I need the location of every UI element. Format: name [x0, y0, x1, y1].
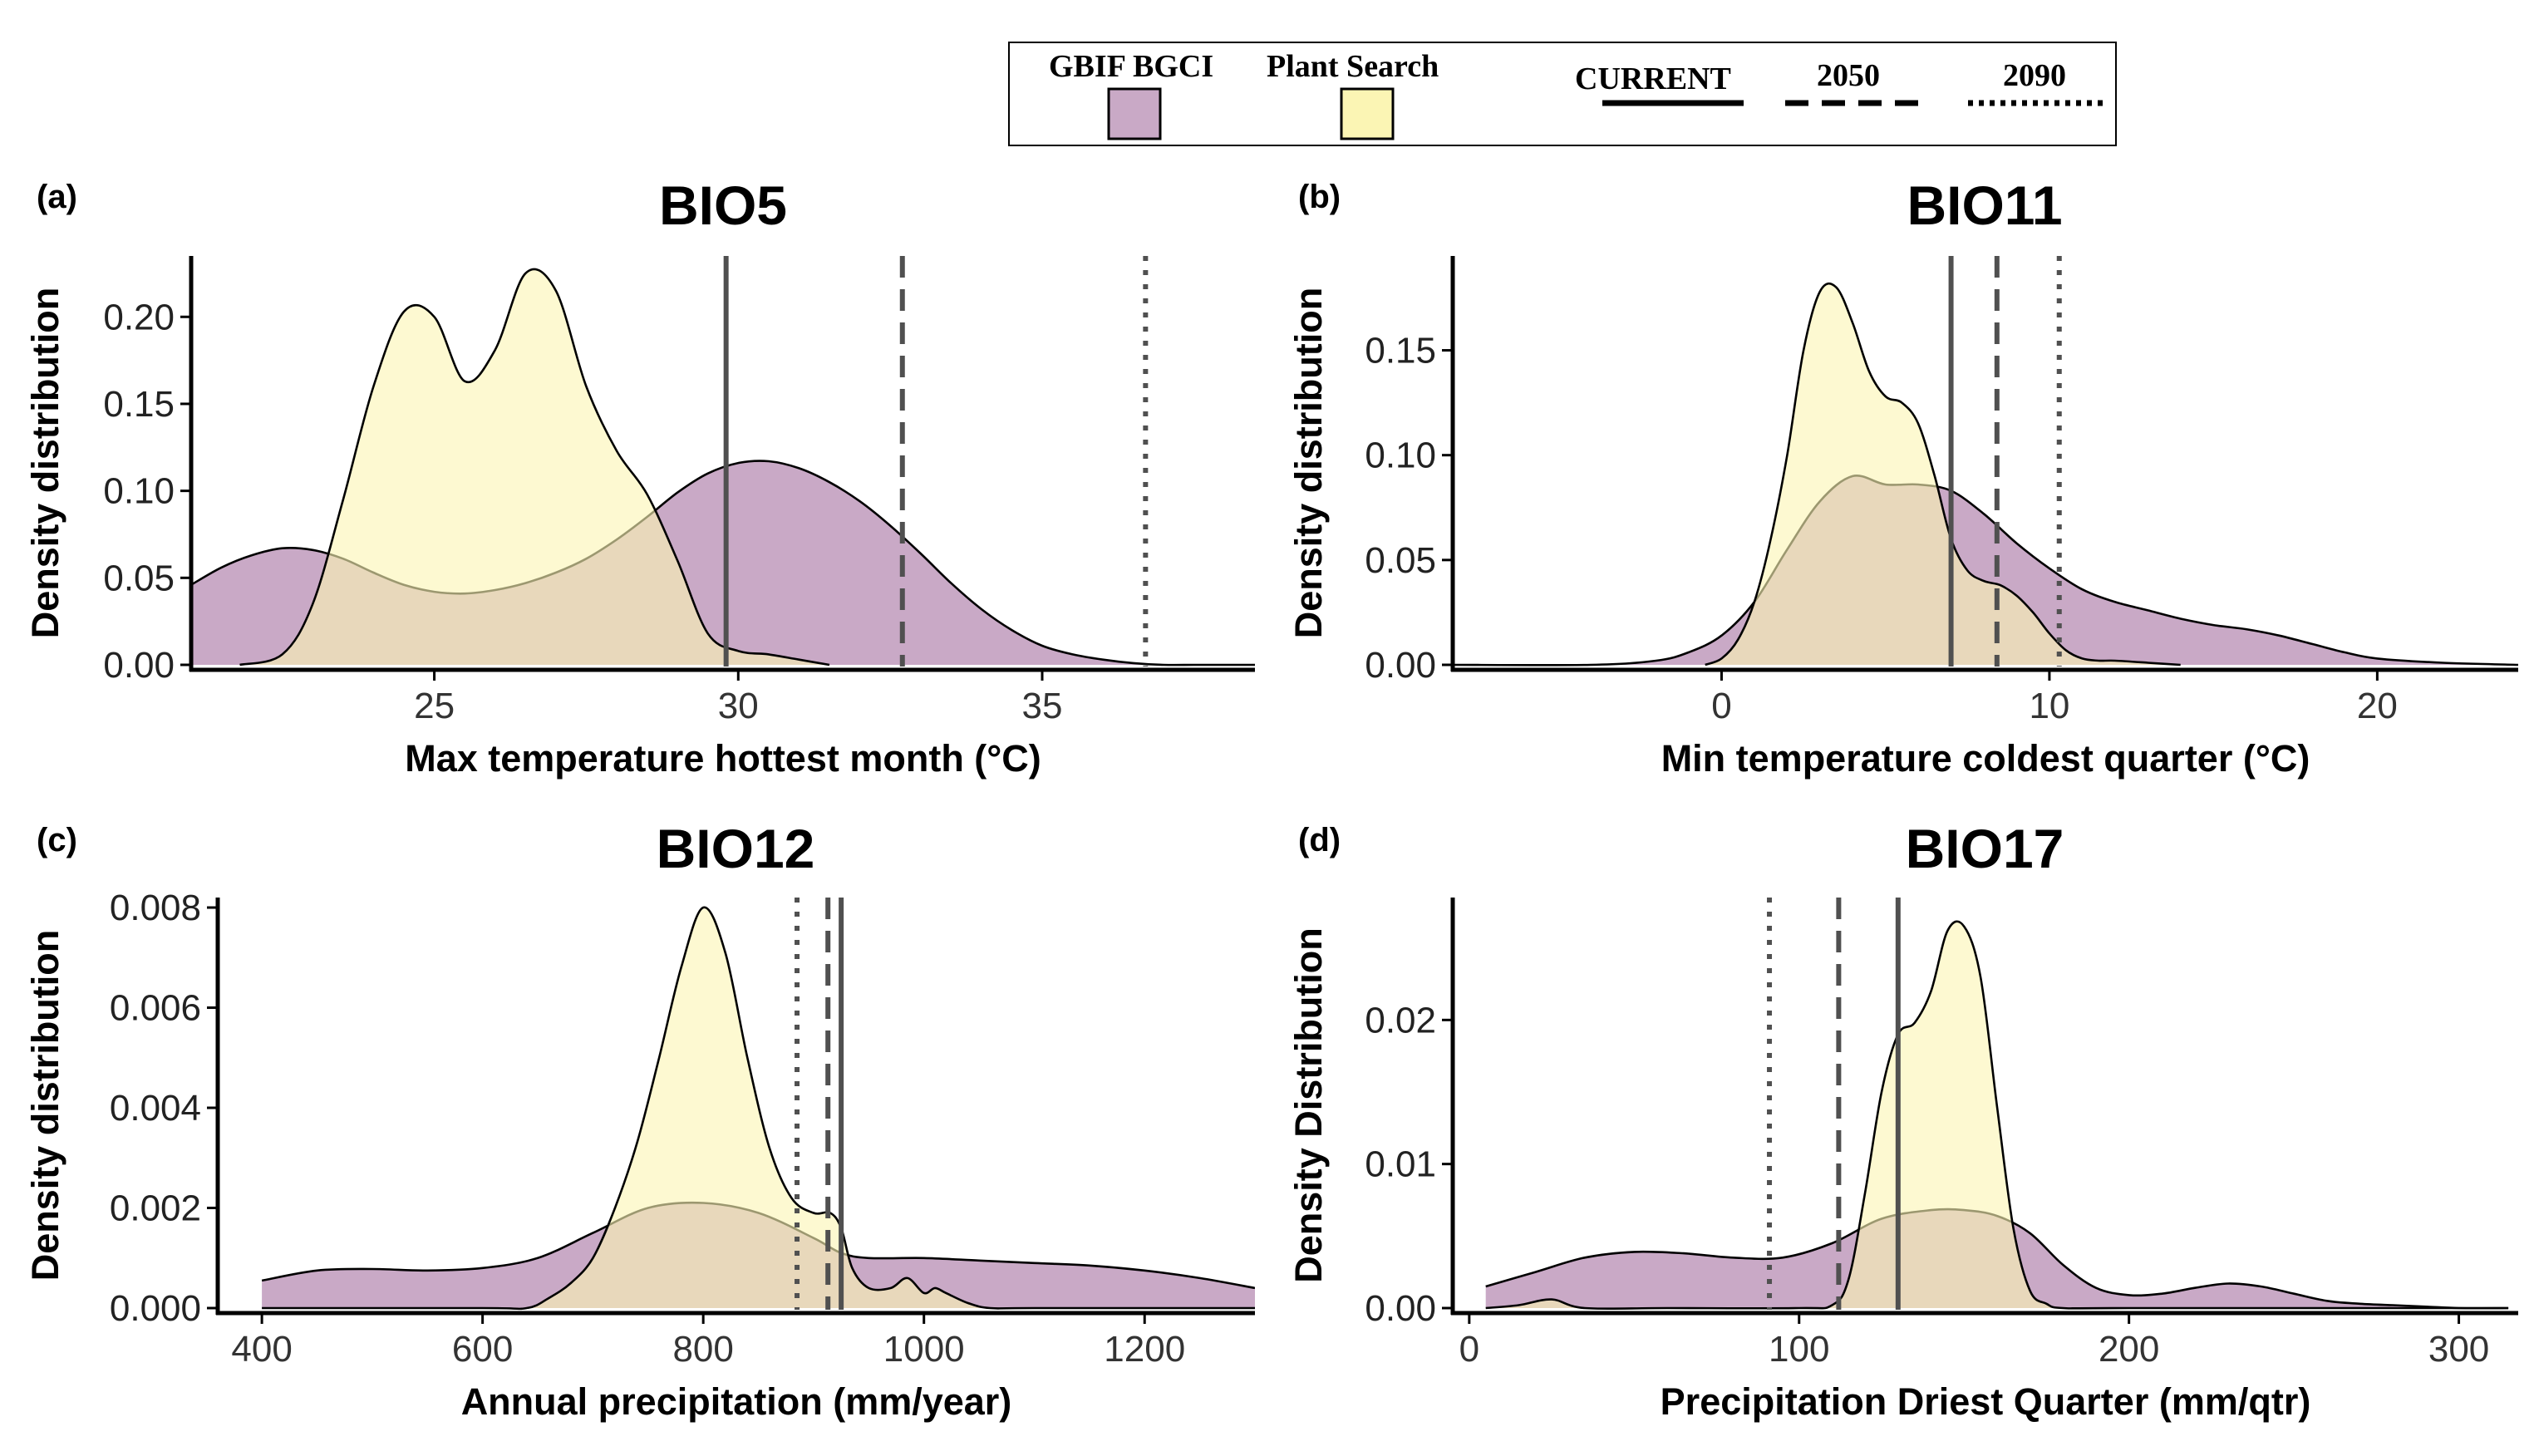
x-tick-label: 600 — [452, 1329, 513, 1370]
x-tick-label: 30 — [718, 686, 759, 726]
y-tick-label: 0.05 — [1365, 540, 1436, 581]
legend-plant-swatch — [1340, 87, 1395, 140]
y-tick-label: 0.10 — [1365, 435, 1436, 476]
x-tick-label: 100 — [1769, 1329, 1829, 1370]
panel-bio17: 0 100 200 300 0.00 0.01 0.02 (d) BIO17 Precipitat… — [1287, 818, 2518, 1423]
plant-density-outline — [262, 906, 1255, 1311]
panel-bio12: 400 600 800 1000 1200 0.000 0.002 0.004 0.006 0.0… — [24, 818, 1255, 1423]
plant-density-area — [1705, 283, 2181, 665]
y-tick-label: 0.008 — [110, 888, 201, 928]
plant-density-area — [1485, 921, 2509, 1309]
y-axis-label: Density distribution — [1287, 288, 1330, 639]
legend-current-label: CURRENT — [1575, 61, 1731, 96]
plant-density-outline — [239, 268, 830, 667]
y-tick-label: 0.00 — [1365, 645, 1436, 686]
y-tick-label: 0.000 — [110, 1288, 201, 1329]
y-tick-label: 0.15 — [1365, 331, 1436, 371]
x-tick-label: 25 — [414, 686, 455, 726]
panel-label: (b) — [1298, 179, 1341, 215]
x-tick-label: 0 — [1711, 686, 1731, 726]
panel-bio5: 25 30 35 0.00 0.05 0.10 0.15 0.20 (a) BIO5 Max tem… — [24, 175, 1255, 780]
x-tick-label: 0 — [1459, 1329, 1479, 1370]
y-tick-label: 0.004 — [110, 1088, 201, 1129]
panel-label: (a) — [37, 179, 77, 215]
panel-label: (d) — [1298, 822, 1341, 858]
legend-2050-label: 2050 — [1817, 58, 1880, 93]
panel-label: (c) — [37, 822, 77, 858]
legend-plant-label: Plant Search — [1267, 49, 1439, 84]
x-tick-label: 300 — [2428, 1329, 2489, 1370]
legend-gbif-label: GBIF BGCI — [1049, 49, 1213, 84]
panel-title: BIO17 — [1906, 818, 2064, 879]
x-tick-label: 800 — [672, 1329, 733, 1370]
x-axis-label: Annual precipitation (mm/year) — [461, 1380, 1012, 1423]
legend-gbif-swatch — [1107, 87, 1162, 140]
x-tick-label: 1000 — [883, 1329, 965, 1370]
plant-density-outline — [1485, 920, 2509, 1311]
y-axis-label: Density distribution — [24, 288, 66, 639]
y-tick-label: 0.15 — [103, 384, 175, 425]
y-tick-label: 0.00 — [1365, 1288, 1436, 1329]
panel-title: BIO12 — [657, 818, 815, 879]
gbif-density-outline — [1453, 475, 2518, 667]
x-tick-label: 10 — [2029, 686, 2069, 726]
y-tick-label: 0.006 — [110, 988, 201, 1029]
y-tick-label: 0.02 — [1365, 1000, 1436, 1040]
x-axis-label: Min temperature coldest quarter (°C) — [1661, 737, 2310, 780]
x-tick-label: 20 — [2357, 686, 2398, 726]
x-axis-label: Precipitation Driest Quarter (mm/qtr) — [1661, 1380, 2311, 1423]
gbif-density-outline — [1485, 1208, 2509, 1310]
panel-bio11: 0 10 20 0.00 0.05 0.10 0.15 (b) BIO11 Min tempera… — [1287, 175, 2518, 780]
x-tick-label: 400 — [231, 1329, 292, 1370]
y-tick-label: 0.002 — [110, 1188, 201, 1229]
x-tick-label: 1200 — [1104, 1329, 1185, 1370]
y-tick-label: 0.20 — [103, 297, 175, 337]
panel-title: BIO11 — [1907, 175, 2062, 236]
legend: GBIF BGCI Plant Search CURRENT 2050 2090 — [1008, 42, 2117, 146]
y-tick-label: 0.05 — [103, 558, 175, 598]
legend-2090-label: 2090 — [2003, 58, 2066, 93]
panel-title: BIO5 — [659, 175, 787, 236]
gbif-density-area — [1453, 475, 2518, 666]
legend-frame — [1008, 42, 2117, 146]
x-tick-label: 200 — [2099, 1329, 2159, 1370]
y-axis-label: Density Distribution — [1287, 927, 1330, 1283]
y-tick-label: 0.00 — [103, 645, 175, 686]
plant-density-outline — [1705, 282, 2181, 667]
y-tick-label: 0.01 — [1365, 1144, 1436, 1185]
y-axis-label: Density distribution — [24, 930, 66, 1281]
plant-density-area — [239, 268, 829, 665]
y-tick-label: 0.10 — [103, 471, 175, 512]
x-axis-label: Max temperature hottest month (°C) — [405, 737, 1041, 780]
x-tick-label: 35 — [1022, 686, 1063, 726]
